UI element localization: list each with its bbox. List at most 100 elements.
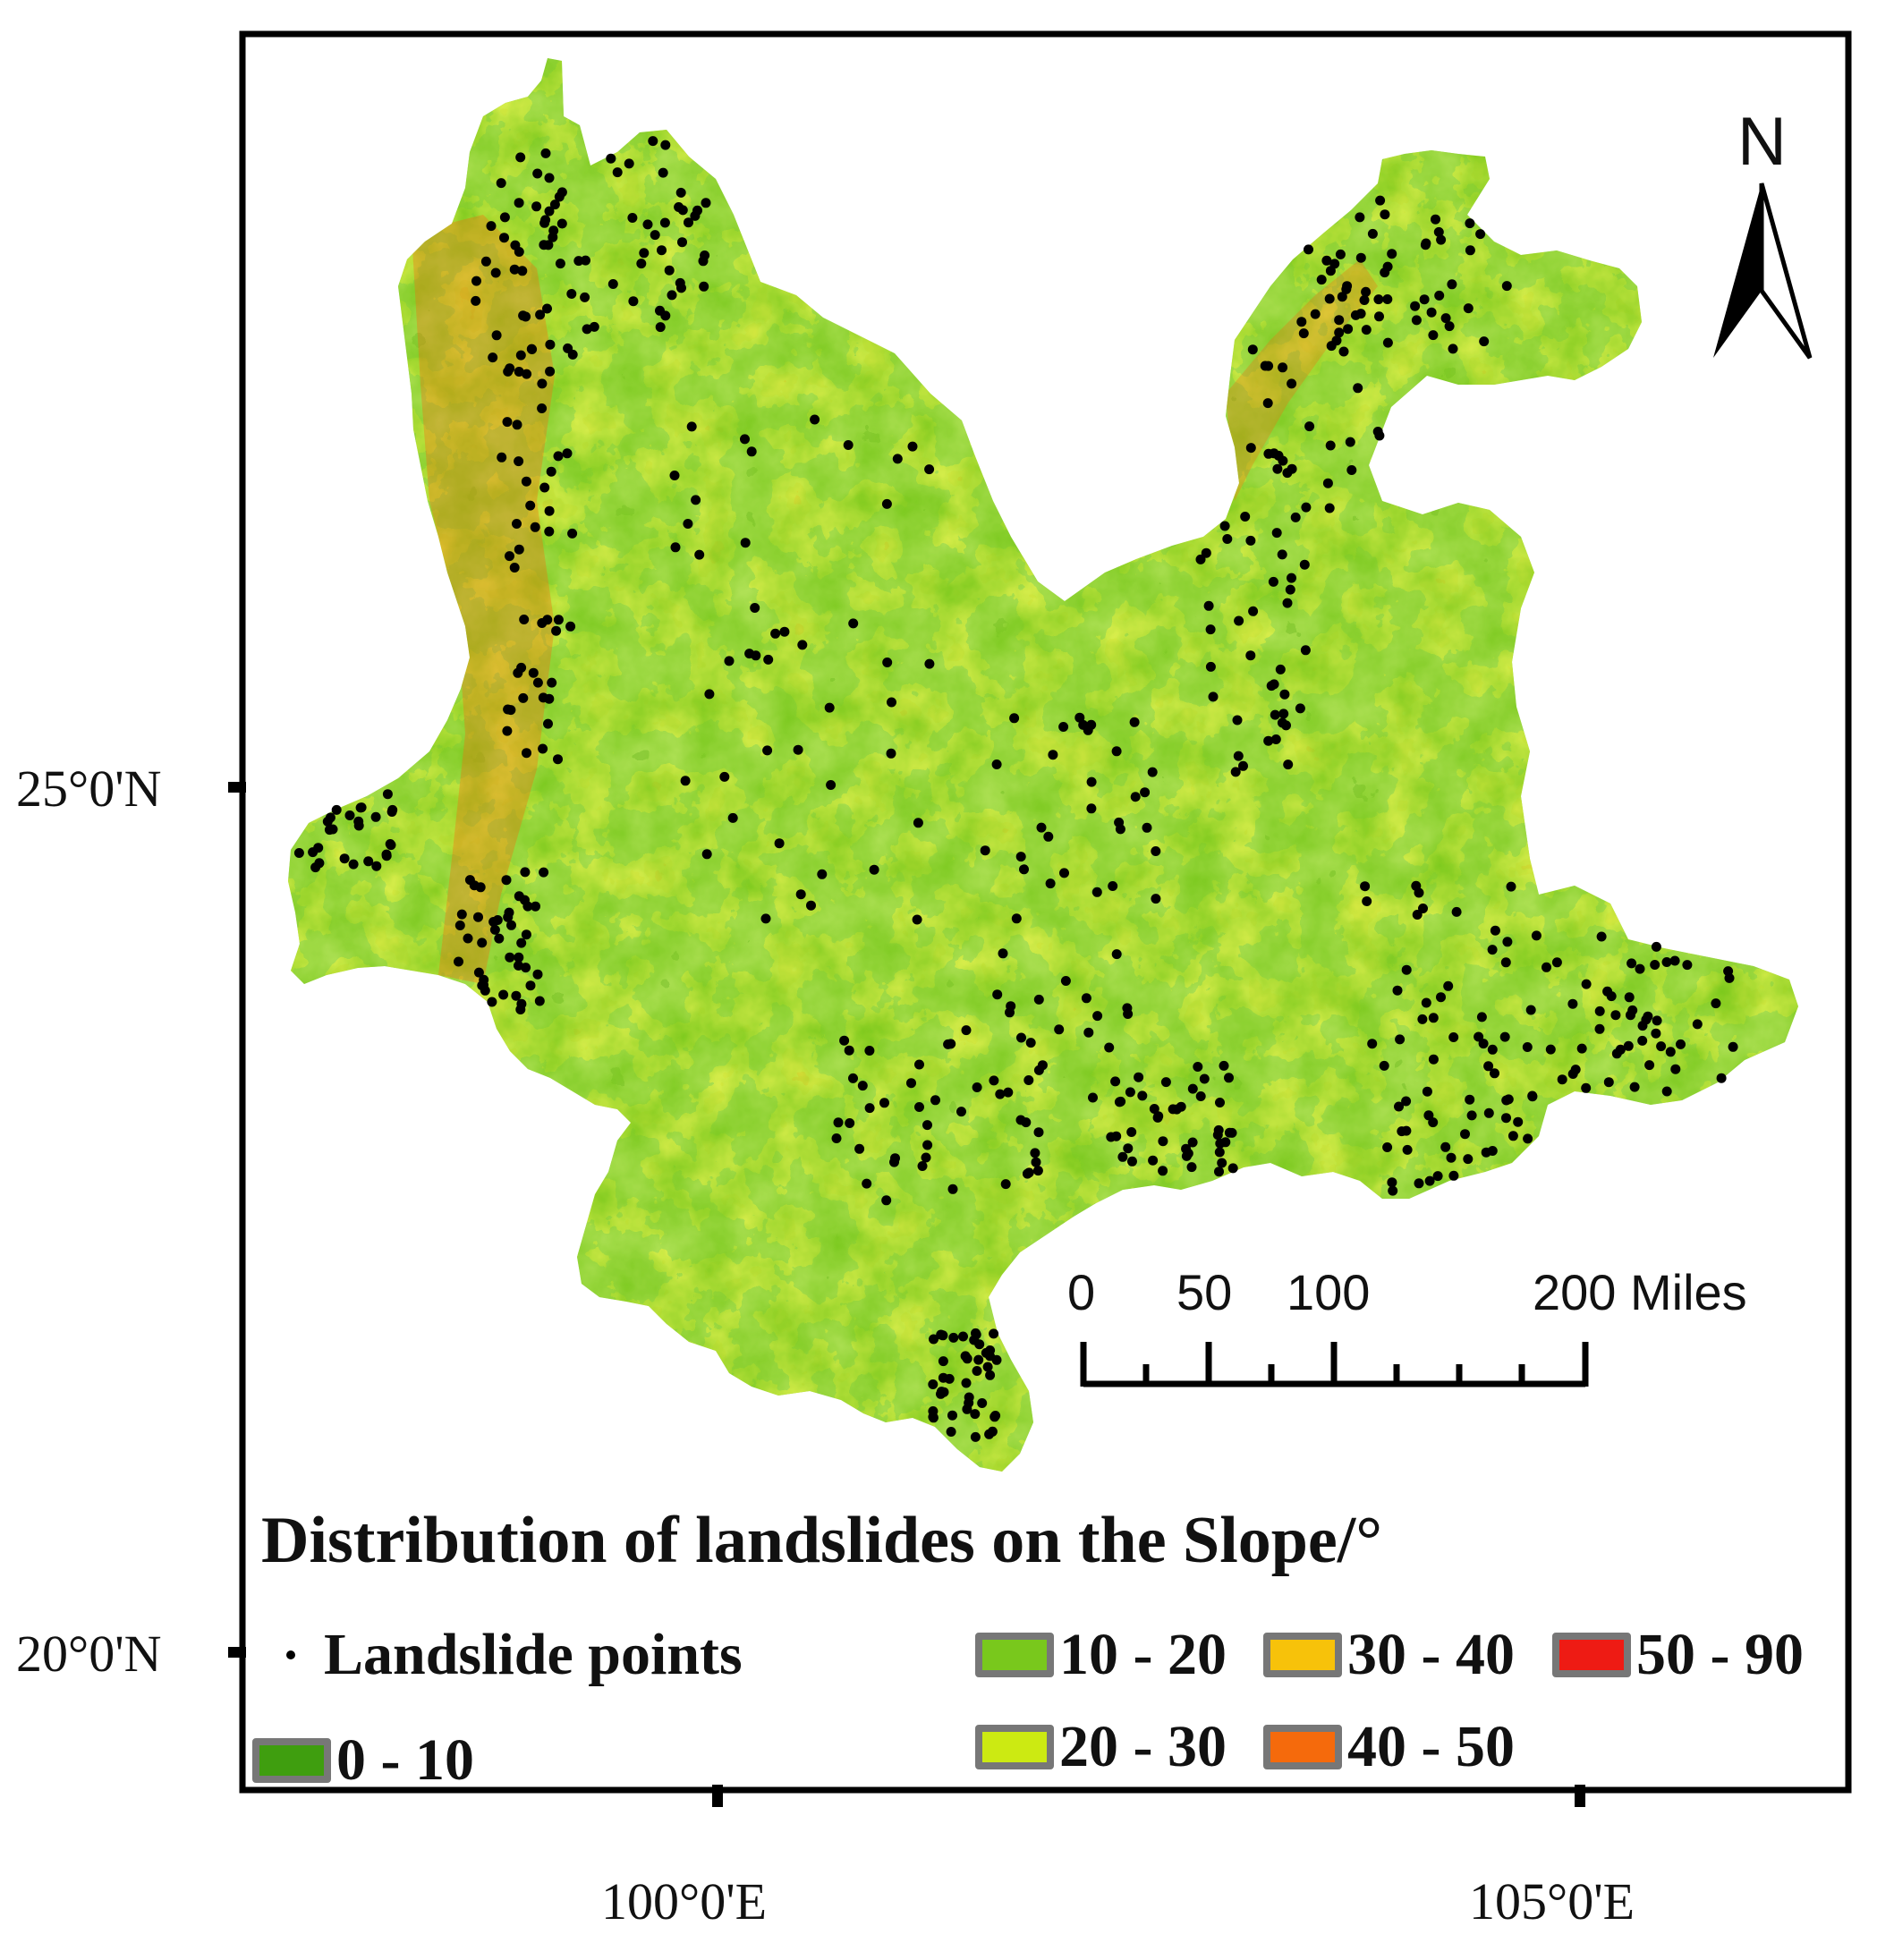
landslide-point xyxy=(1434,290,1445,301)
landslide-point xyxy=(684,217,693,228)
landslide-point xyxy=(659,217,670,228)
swatch-10-20 xyxy=(975,1633,1054,1677)
landslide-point xyxy=(371,861,382,871)
landslide-point xyxy=(1036,822,1047,833)
landslide-point xyxy=(1125,1087,1135,1098)
landslide-point xyxy=(989,1412,1000,1422)
landslide-point xyxy=(691,495,701,505)
landslide-point xyxy=(514,544,524,555)
landslide-point xyxy=(1367,228,1378,239)
landslide-point xyxy=(826,780,837,790)
legend-item-class-10-20: 10 - 20 xyxy=(975,1621,1227,1689)
landslide-point xyxy=(548,232,558,242)
landslide-point xyxy=(1341,284,1352,294)
landslide-point xyxy=(509,563,520,573)
landslide-point xyxy=(1279,689,1290,700)
landslide-point xyxy=(636,259,647,269)
landslide-point xyxy=(750,603,760,613)
landslide-point xyxy=(982,1362,993,1372)
landslide-point xyxy=(1380,209,1390,220)
landslide-point xyxy=(534,996,545,1006)
landslide-point xyxy=(486,221,497,232)
landslide-point xyxy=(1130,792,1141,802)
landslide-point xyxy=(1334,315,1345,326)
landslide-point xyxy=(1091,887,1102,897)
landslide-point xyxy=(1382,1142,1393,1152)
landslide-point xyxy=(1060,976,1071,986)
landslide-point xyxy=(977,1398,988,1408)
landslide-point xyxy=(1661,957,1672,967)
landslide-point xyxy=(1193,1062,1203,1072)
landslide-point xyxy=(1233,751,1244,761)
landslide-point xyxy=(1186,1162,1197,1173)
landslide-point xyxy=(700,250,710,260)
landslide-point xyxy=(1127,1156,1137,1167)
landslide-point xyxy=(1147,767,1158,777)
landslide-point xyxy=(1637,1035,1648,1046)
landslide-point xyxy=(521,963,531,973)
landslide-point xyxy=(972,1366,982,1376)
landslide-point xyxy=(674,202,684,212)
landslide-point xyxy=(1448,1032,1459,1042)
landslide-point xyxy=(324,825,335,836)
landslide-point xyxy=(1545,1044,1556,1055)
landslide-point xyxy=(1611,1048,1622,1059)
landslide-point xyxy=(1419,294,1430,305)
landslide-point xyxy=(1576,1043,1587,1054)
landslide-point xyxy=(1129,717,1140,727)
landslide-point xyxy=(1199,1073,1210,1084)
landslide-point xyxy=(1116,1096,1126,1107)
landslide-point xyxy=(607,279,618,289)
landslide-point xyxy=(521,929,531,940)
landslide-point xyxy=(1682,960,1693,971)
landslide-point xyxy=(456,909,467,920)
landslide-point xyxy=(1436,992,1446,1003)
landslide-point xyxy=(882,658,893,667)
landslide-point xyxy=(567,349,578,360)
swatch-0-10 xyxy=(252,1738,331,1783)
landslide-point xyxy=(1723,966,1734,977)
landslide-point xyxy=(917,1161,928,1171)
landslide-point xyxy=(322,816,333,827)
legend-item-landslide-points: Landslide points xyxy=(268,1621,743,1689)
landslide-point xyxy=(1362,896,1372,906)
landslide-point xyxy=(1375,195,1386,206)
landslide-point xyxy=(1238,760,1248,771)
landslide-point xyxy=(1551,957,1562,968)
landslide-point xyxy=(313,843,324,853)
landslide-point xyxy=(556,218,567,229)
landslide-point xyxy=(1388,1185,1398,1196)
landslide-point xyxy=(542,615,553,625)
landslide-point xyxy=(657,245,667,256)
landslide-point xyxy=(664,265,675,276)
landslide-point xyxy=(1273,450,1284,461)
landslide-point xyxy=(454,921,465,930)
landslide-point xyxy=(510,240,521,250)
landslide-point xyxy=(1149,1104,1159,1114)
landslide-point xyxy=(556,187,567,198)
landslide-point xyxy=(1426,307,1437,318)
landslide-point xyxy=(1217,1158,1227,1168)
landslide-point xyxy=(1410,301,1421,311)
landslide-point xyxy=(936,1329,947,1340)
landslide-point xyxy=(1432,1171,1443,1182)
landslide-point xyxy=(1245,535,1256,546)
landslide-point xyxy=(489,924,500,935)
landslide-point xyxy=(890,1153,900,1164)
landslide-point xyxy=(521,311,531,322)
landslide-point xyxy=(1299,559,1310,570)
legend-label-points: Landslide points xyxy=(324,1622,743,1687)
landslide-point xyxy=(546,466,556,477)
lon-label-100: 100°0'E xyxy=(601,1872,768,1930)
landslide-point xyxy=(505,952,515,963)
landslide-point xyxy=(1088,1092,1098,1103)
landslide-point xyxy=(1382,261,1393,272)
landslide-point xyxy=(1247,344,1258,355)
landslide-point xyxy=(1448,1170,1459,1181)
landslide-point xyxy=(505,551,514,562)
landslide-point xyxy=(473,967,484,978)
landslide-point xyxy=(1310,309,1321,319)
landslide-point xyxy=(922,1140,933,1150)
landslide-point xyxy=(1581,979,1592,989)
landslide-point xyxy=(1382,294,1393,304)
